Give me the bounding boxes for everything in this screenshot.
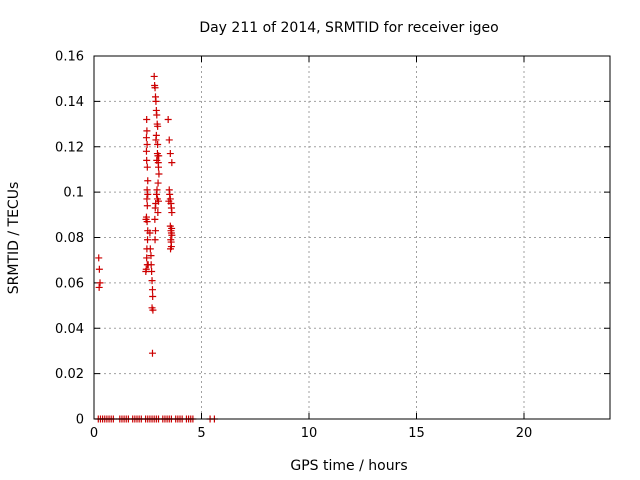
data-point xyxy=(143,127,151,135)
data-point xyxy=(151,84,159,92)
y-tick-label: 0.12 xyxy=(55,140,84,155)
y-tick-label: 0.06 xyxy=(55,276,84,291)
data-point xyxy=(168,209,176,217)
data-point xyxy=(148,349,156,357)
data-point xyxy=(154,140,162,148)
data-point xyxy=(166,190,174,198)
plot-area-border xyxy=(93,55,611,420)
x-tick-label: 10 xyxy=(301,426,318,441)
y-tick-label: 0.16 xyxy=(55,50,84,65)
data-point xyxy=(142,134,150,142)
data-point xyxy=(142,147,150,155)
x-tick-label: 15 xyxy=(408,426,425,441)
x-tick-label: 5 xyxy=(197,426,205,441)
data-point xyxy=(143,163,151,171)
data-point xyxy=(95,265,103,273)
chart-title: Day 211 of 2014, SRMTID for receiver ige… xyxy=(199,20,498,36)
data-point xyxy=(152,97,160,105)
data-point xyxy=(150,72,158,80)
x-axis-title: GPS time / hours xyxy=(290,458,407,474)
data-point xyxy=(167,245,175,253)
data-point xyxy=(168,231,176,239)
data-point xyxy=(143,156,151,164)
data-point xyxy=(144,190,152,198)
data-point xyxy=(155,152,163,160)
data-point xyxy=(144,177,152,185)
data-point xyxy=(146,245,154,253)
data-point xyxy=(95,254,103,262)
data-point xyxy=(149,306,157,314)
data-point xyxy=(143,254,151,262)
data-point xyxy=(166,150,174,158)
y-tick-label: 0 xyxy=(76,413,84,428)
data-point xyxy=(153,190,161,198)
grid xyxy=(94,56,610,419)
data-point xyxy=(148,268,156,276)
data-point xyxy=(143,186,151,194)
data-point xyxy=(147,261,155,269)
data-point xyxy=(168,159,176,167)
data-point xyxy=(96,279,104,287)
data-point xyxy=(149,292,157,300)
data-point xyxy=(165,197,173,205)
y-tick-label: 0.1 xyxy=(63,186,84,201)
tick-labels: 0 5 10 15 20 0 0.02 0.04 0.06 0.08 0.1 0.12 0.14 0.16 xyxy=(55,50,532,442)
data-point xyxy=(146,229,154,237)
y-tick-label: 0.08 xyxy=(55,231,84,246)
data-point xyxy=(143,195,151,203)
data-point xyxy=(165,136,173,144)
data-point xyxy=(143,116,151,124)
data-point xyxy=(143,202,151,210)
y-tick-label: 0.14 xyxy=(55,95,84,110)
data-point xyxy=(168,224,176,232)
x-tick-label: 0 xyxy=(90,426,98,441)
data-point xyxy=(151,236,159,244)
data-point xyxy=(147,252,155,260)
data-point xyxy=(148,277,156,285)
x-tick-label: 20 xyxy=(516,426,533,441)
data-point xyxy=(142,215,150,223)
data-point xyxy=(152,136,160,144)
data-point xyxy=(155,170,163,178)
data-point xyxy=(151,215,159,223)
y-tick-label: 0.04 xyxy=(55,322,84,337)
data-point xyxy=(154,122,162,130)
data-point xyxy=(143,140,151,148)
data-point xyxy=(154,179,162,187)
data-point xyxy=(151,204,159,212)
data-point xyxy=(154,209,162,217)
y-axis-title: SRMTID / TECUs xyxy=(6,182,22,295)
data-point xyxy=(144,236,152,244)
data-point xyxy=(148,286,156,294)
y-tick-label: 0.02 xyxy=(55,367,84,382)
data-point xyxy=(95,283,103,291)
data-point xyxy=(151,227,159,235)
data-point xyxy=(164,116,172,124)
data-point xyxy=(153,111,161,119)
data-point xyxy=(155,163,162,171)
data-points xyxy=(94,72,218,423)
